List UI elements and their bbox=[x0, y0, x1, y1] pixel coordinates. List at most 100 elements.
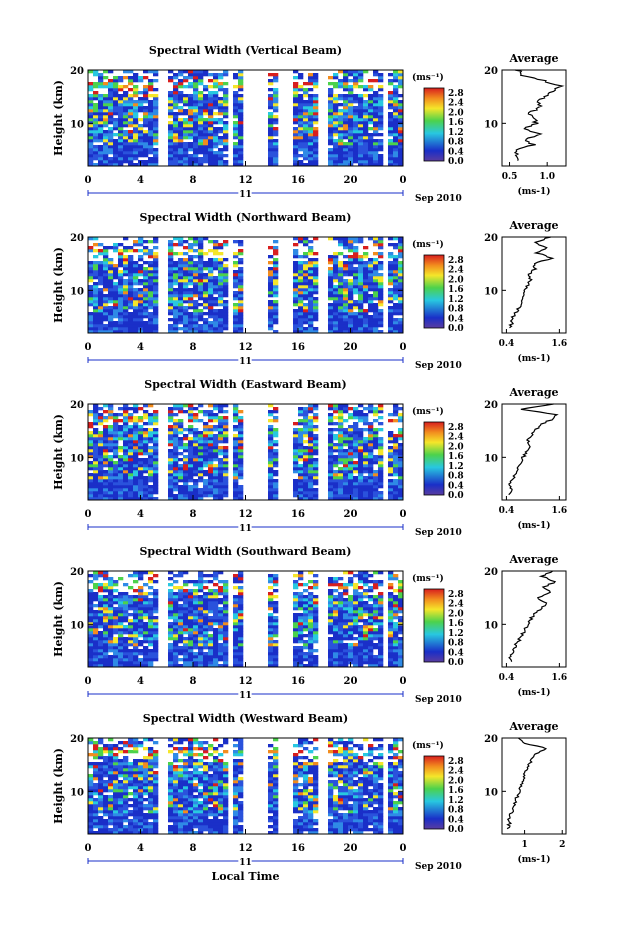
heatmap-cell bbox=[103, 312, 109, 316]
heatmap-cell bbox=[268, 488, 274, 492]
heatmap-cell bbox=[233, 321, 239, 325]
heatmap-cell bbox=[333, 76, 339, 80]
heatmap-cell bbox=[88, 300, 94, 304]
heatmap-cell bbox=[113, 306, 119, 310]
heatmap-cell bbox=[213, 485, 219, 489]
heatmap-cell bbox=[343, 407, 349, 411]
heatmap-cell bbox=[113, 467, 119, 471]
heatmap-cell bbox=[103, 476, 109, 480]
heatmap-cell bbox=[133, 273, 139, 277]
heatmap-cell bbox=[293, 160, 299, 164]
heatmap-cell bbox=[98, 640, 104, 644]
heatmap-cell bbox=[208, 485, 214, 489]
heatmap-cell bbox=[313, 157, 319, 161]
heatmap-cell bbox=[313, 312, 319, 316]
heatmap-cell bbox=[273, 470, 279, 474]
heatmap-cell bbox=[148, 282, 154, 286]
heatmap-cell bbox=[173, 628, 179, 632]
heatmap-cell bbox=[333, 288, 339, 292]
heatmap-cell bbox=[118, 85, 124, 89]
heatmap-cell bbox=[198, 604, 204, 608]
heatmap-cell bbox=[208, 443, 214, 447]
heatmap-cell bbox=[303, 425, 309, 429]
heatmap-cell bbox=[133, 664, 139, 668]
heatmap-cell bbox=[118, 103, 124, 107]
heatmap-cell bbox=[223, 312, 229, 316]
heatmap-cell bbox=[373, 112, 379, 116]
heatmap-cell bbox=[223, 446, 229, 450]
heatmap-cell bbox=[173, 300, 179, 304]
heatmap-cell bbox=[93, 413, 99, 417]
heatmap-cell bbox=[143, 652, 149, 656]
heatmap-cell bbox=[348, 291, 354, 295]
heatmap-cell bbox=[113, 133, 119, 137]
heatmap-cell bbox=[113, 646, 119, 650]
heatmap-cell bbox=[203, 610, 209, 614]
heatmap-cell bbox=[208, 154, 214, 158]
heatmap-cell bbox=[298, 291, 304, 295]
heatmap-cell bbox=[223, 583, 229, 587]
heatmap-cell bbox=[343, 85, 349, 89]
heatmap-cell bbox=[188, 297, 194, 301]
heatmap-cell bbox=[388, 145, 394, 149]
heatmap-cell bbox=[273, 276, 279, 280]
heatmap-cell bbox=[203, 443, 209, 447]
heatmap-cell bbox=[108, 103, 114, 107]
heatmap-cell bbox=[88, 452, 94, 456]
heatmap-cell bbox=[218, 121, 224, 125]
heatmap-cell bbox=[208, 416, 214, 420]
heatmap-cell bbox=[118, 476, 124, 480]
heatmap-cell bbox=[313, 476, 319, 480]
heatmap-cell bbox=[113, 148, 119, 152]
heatmap-cell bbox=[123, 261, 129, 265]
heatmap-cell bbox=[98, 655, 104, 659]
heatmap-cell bbox=[138, 592, 144, 596]
heatmap-cell bbox=[333, 497, 339, 501]
heatmap-cell bbox=[303, 115, 309, 119]
heatmap-cell bbox=[183, 446, 189, 450]
colorbar-tick-label: 0.0 bbox=[448, 491, 464, 501]
heatmap-cell bbox=[133, 88, 139, 92]
heatmap-cell bbox=[218, 112, 224, 116]
heatmap-cell bbox=[393, 288, 399, 292]
heatmap-cell bbox=[343, 148, 349, 152]
heatmap-cell bbox=[373, 261, 379, 265]
heatmap-cell bbox=[293, 151, 299, 155]
heatmap-cell bbox=[148, 601, 154, 605]
heatmap-cell bbox=[303, 312, 309, 316]
heatmap-cell bbox=[88, 124, 94, 128]
heatmap-cell bbox=[188, 303, 194, 307]
heatmap-cell bbox=[128, 139, 134, 143]
heatmap-cell bbox=[368, 151, 374, 155]
heatmap-cell bbox=[118, 330, 124, 334]
heatmap-cell bbox=[378, 261, 384, 265]
heatmap-cell bbox=[273, 664, 279, 668]
heatmap-cell bbox=[363, 127, 369, 131]
heatmap-cell bbox=[378, 133, 384, 137]
heatmap-cell bbox=[218, 127, 224, 131]
heatmap-cell bbox=[213, 315, 219, 319]
heatmap-cell bbox=[223, 422, 229, 426]
heatmap-cell bbox=[148, 118, 154, 122]
heatmap-cell bbox=[123, 658, 129, 662]
heatmap-cell bbox=[138, 482, 144, 486]
heatmap-cell bbox=[108, 85, 114, 89]
heatmap-cell bbox=[238, 631, 244, 635]
heatmap-cell bbox=[233, 646, 239, 650]
heatmap-cell bbox=[193, 458, 199, 462]
heatmap-cell bbox=[393, 139, 399, 143]
heatmap-cell bbox=[363, 479, 369, 483]
heatmap-cell bbox=[148, 294, 154, 298]
heatmap-cell bbox=[398, 94, 404, 98]
heatmap-cell bbox=[123, 327, 129, 331]
heatmap-cell bbox=[338, 237, 344, 241]
heatmap-cell bbox=[198, 297, 204, 301]
heatmap-cell bbox=[293, 139, 299, 143]
heatmap-cell bbox=[103, 571, 109, 575]
heatmap-cell bbox=[313, 297, 319, 301]
heatmap-cell bbox=[183, 151, 189, 155]
heatmap-cell bbox=[238, 258, 244, 262]
heatmap-cell bbox=[353, 106, 359, 110]
heatmap-cell bbox=[153, 330, 159, 334]
heatmap-cell bbox=[338, 288, 344, 292]
